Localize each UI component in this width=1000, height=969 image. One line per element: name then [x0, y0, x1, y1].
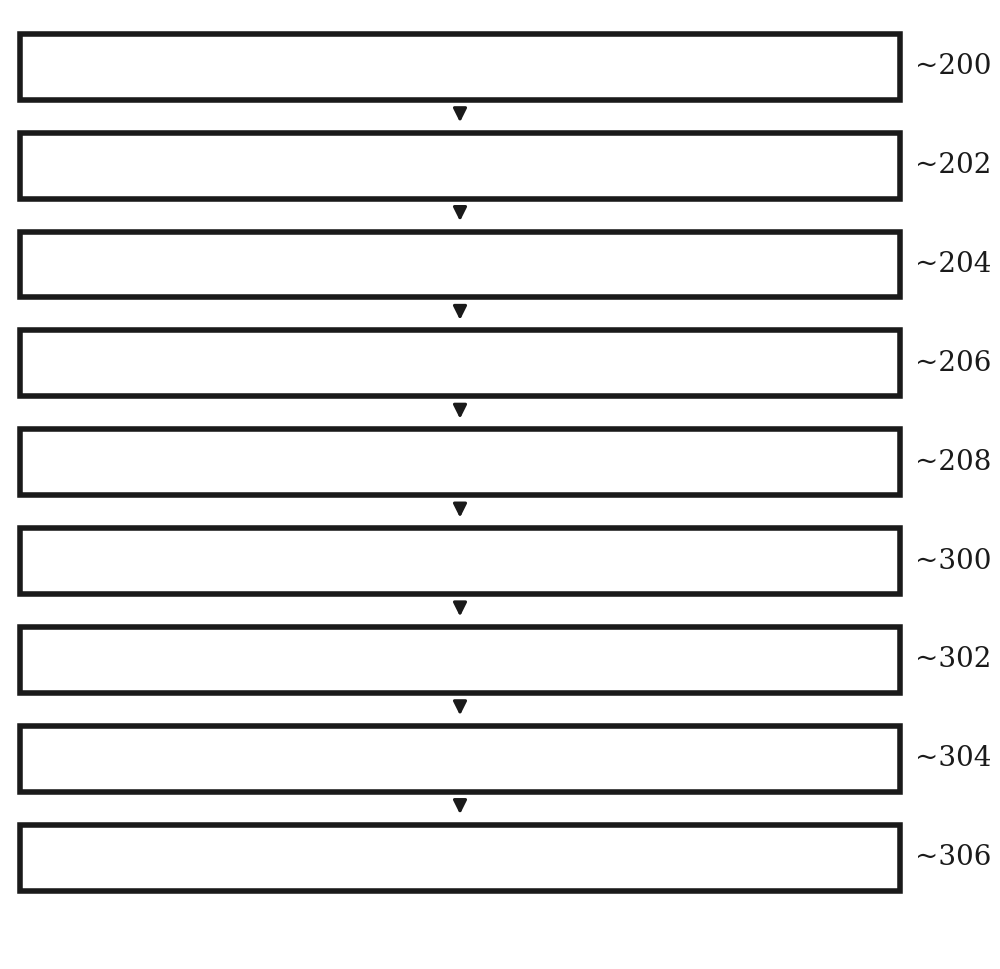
Bar: [20, 330, 900, 396]
Bar: [20, 627, 900, 693]
Text: ~300: ~300: [915, 547, 992, 575]
Text: ~304: ~304: [915, 745, 991, 772]
Bar: [20, 232, 900, 297]
Text: ~302: ~302: [915, 646, 991, 673]
Bar: [20, 528, 900, 594]
Text: ~206: ~206: [915, 350, 991, 377]
Bar: [20, 429, 900, 495]
Text: ~200: ~200: [915, 53, 992, 80]
Bar: [20, 133, 900, 199]
Bar: [20, 34, 900, 100]
Text: ~208: ~208: [915, 449, 991, 476]
Text: ~202: ~202: [915, 152, 991, 179]
Text: ~204: ~204: [915, 251, 991, 278]
Bar: [20, 825, 900, 891]
Bar: [20, 726, 900, 792]
Text: ~306: ~306: [915, 844, 991, 871]
